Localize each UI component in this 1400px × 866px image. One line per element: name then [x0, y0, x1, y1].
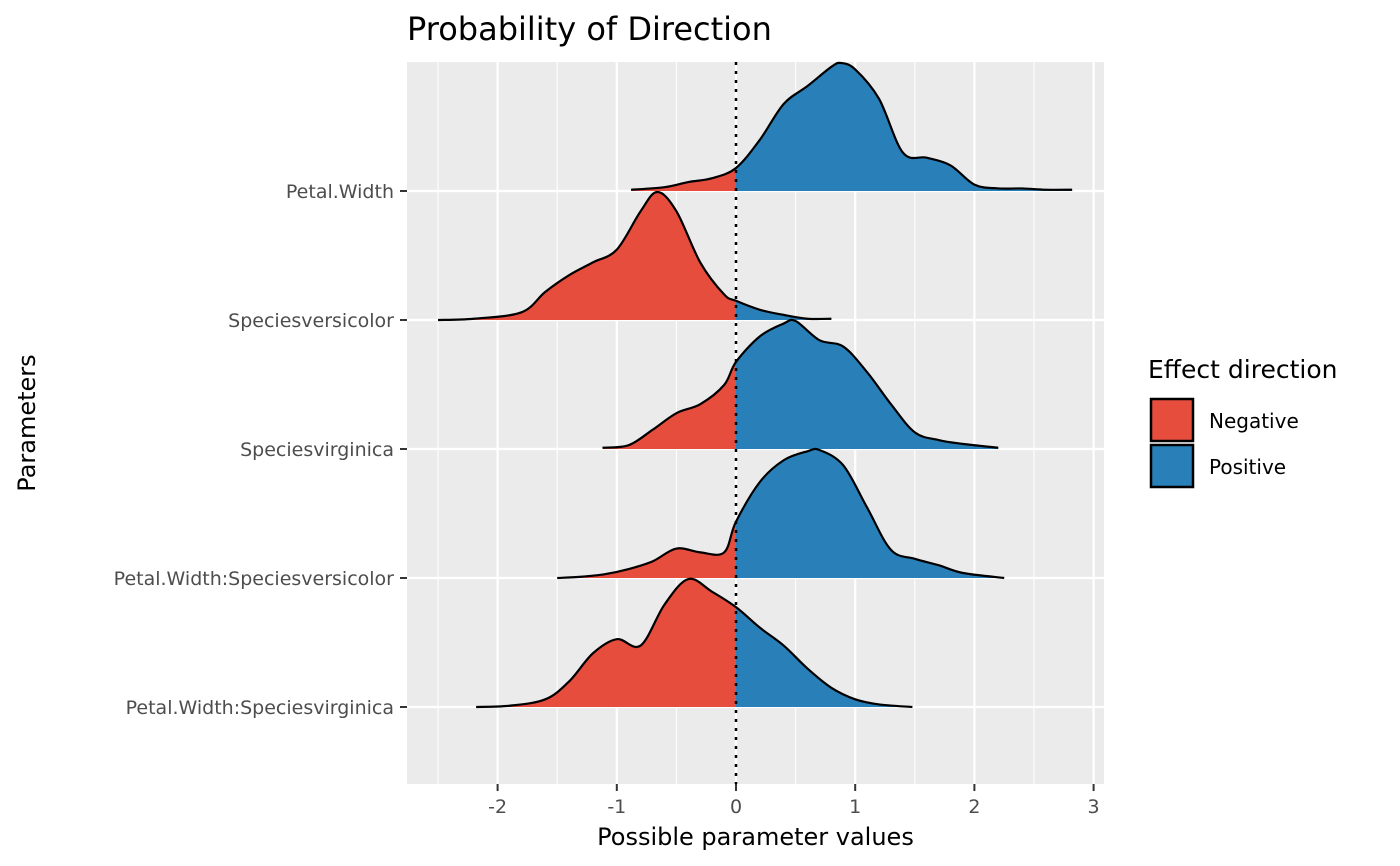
ridge-petal-width-speciesversicolor [557, 447, 1005, 580]
ridge-negative-area [476, 578, 736, 707]
y-axis-title: Parameters [13, 354, 41, 491]
legend-title: Effect direction [1148, 355, 1337, 384]
y-axis: Petal.Width Speciesversicolor Speciesvirgi… [114, 181, 407, 719]
ridge-outline [602, 318, 999, 449]
y-tick-label: Petal.Width:Speciesversicolor [114, 568, 395, 590]
legend-swatch-negative [1149, 397, 1195, 443]
ridge-positive-area [736, 62, 1073, 191]
x-tick-label: 1 [849, 796, 861, 818]
ridge-speciesversicolor [437, 190, 832, 322]
y-tick-label: Speciesversicolor [228, 310, 394, 332]
ridge-negative-area [557, 521, 736, 578]
ridge-outline [437, 190, 832, 322]
ridge-negative-area [602, 361, 736, 449]
ridge-outline [476, 577, 913, 709]
ridge-petal-width-speciesvirginica [476, 577, 913, 709]
y-tick-label: Petal.Width [286, 181, 394, 203]
ridge-negative-area [438, 192, 736, 320]
x-tick-label: 2 [968, 796, 980, 818]
ridge-positive-area [736, 300, 832, 320]
x-tick-label: 3 [1088, 796, 1100, 818]
x-tick-label: -2 [488, 796, 507, 818]
y-tick-label: Petal.Width:Speciesvirginica [126, 697, 394, 719]
x-axis: -2 -1 0 1 2 3 [488, 784, 1100, 818]
legend: Effect direction Negative Positive [1148, 355, 1337, 489]
ridge-outline [631, 61, 1073, 191]
ridge-petal-width [631, 61, 1073, 191]
ridges [437, 61, 1073, 709]
ridge-positive-area [736, 319, 999, 449]
ridge-outline [557, 447, 1005, 580]
legend-label-negative: Negative [1209, 409, 1299, 433]
legend-label-positive: Positive [1209, 455, 1286, 479]
ridge-negative-area [631, 167, 736, 191]
x-tick-label: 0 [730, 796, 742, 818]
x-tick-label: -1 [607, 796, 626, 818]
ridge-speciesvirginica [602, 318, 999, 449]
chart-title: Probability of Direction [407, 10, 772, 48]
y-tick-label: Speciesvirginica [240, 439, 394, 461]
legend-swatch-positive [1149, 443, 1195, 489]
x-axis-title: Possible parameter values [597, 823, 914, 851]
ridge-positive-area [736, 607, 913, 707]
